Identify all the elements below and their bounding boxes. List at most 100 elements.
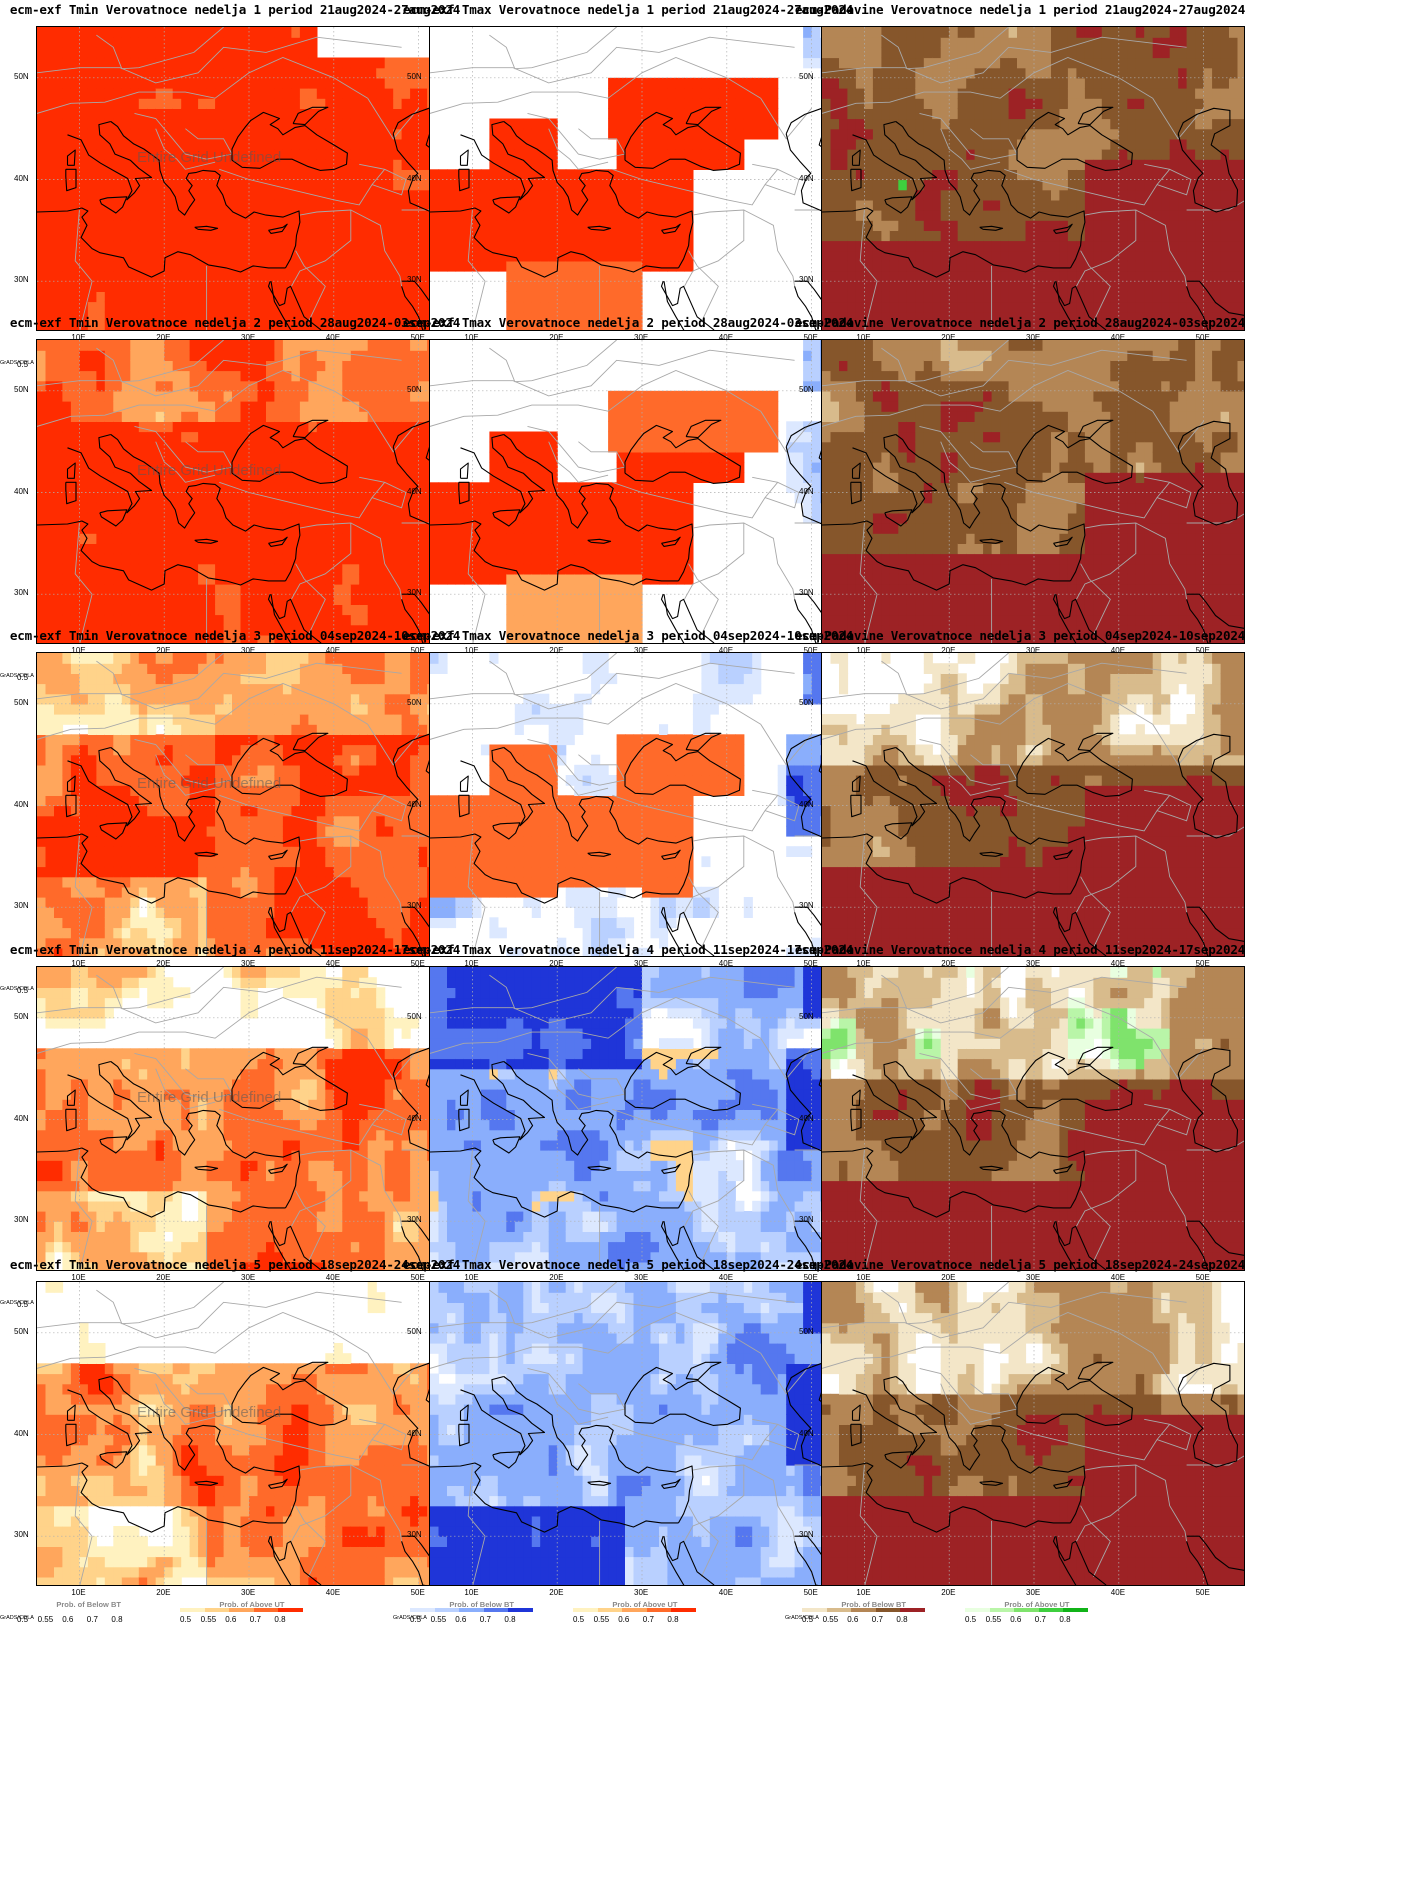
- longitude-label: 10E: [856, 959, 870, 968]
- legend-tick-label: 0.5: [965, 1615, 976, 1624]
- map-area: [429, 339, 853, 644]
- map-area: Entire Grid Undefined: [36, 1281, 460, 1586]
- longitude-label: 10E: [464, 959, 478, 968]
- legend-color-swatch: [17, 666, 42, 670]
- panel-title: ecm-Padavine Verovatnoce nedelja 5 perio…: [785, 1257, 1255, 1272]
- longitude-label: 40E: [326, 1273, 340, 1282]
- grads-credit: GrADS/COLA: [393, 1615, 427, 1621]
- probability-map: [822, 27, 1244, 330]
- latitude-label: 40N: [799, 174, 814, 183]
- legend-tick-label: 0.7: [1035, 1615, 1046, 1624]
- latitude-label: 30N: [799, 275, 814, 284]
- panel-title: ecm-exf Tmax Verovatnoce nedelja 2 perio…: [393, 315, 863, 330]
- map-panel-tmin-week-4: ecm-exf Tmin Verovatnoce nedelja 4 perio…: [0, 940, 470, 1319]
- latitude-label: 30N: [14, 1530, 29, 1539]
- map-area: [429, 26, 853, 331]
- legend-tick-label: 0.5: [17, 1300, 28, 1309]
- panel-title: ecm-Padavine Verovatnoce nedelja 1 perio…: [785, 2, 1255, 17]
- longitude-label: 10E: [71, 1588, 85, 1597]
- latitude-label: 40N: [14, 1114, 29, 1123]
- legend-color-swatch: [17, 979, 42, 983]
- latitude-label: 50N: [407, 698, 422, 707]
- longitude-label: 30E: [241, 333, 255, 342]
- legend-color-swatch: [17, 1293, 42, 1297]
- undefined-grid-notice: Entire Grid Undefined: [137, 149, 281, 166]
- longitude-label: 20E: [941, 646, 955, 655]
- legend-tick-label: 0.6: [847, 1615, 858, 1624]
- panel-title: ecm-Padavine Verovatnoce nedelja 3 perio…: [785, 628, 1255, 643]
- latitude-label: 50N: [407, 1327, 422, 1336]
- longitude-label: 20E: [941, 1588, 955, 1597]
- legend-color-swatch: [622, 1608, 647, 1612]
- legend-title: Prob. of Above UT: [612, 1600, 677, 1609]
- map-area: [429, 966, 853, 1271]
- longitude-label: 30E: [1026, 1588, 1040, 1597]
- longitude-label: 30E: [1026, 959, 1040, 968]
- longitude-label: 40E: [326, 646, 340, 655]
- longitude-label: 40E: [1111, 646, 1125, 655]
- latitude-label: 30N: [407, 588, 422, 597]
- longitude-label: 10E: [464, 333, 478, 342]
- latitude-label: 40N: [407, 174, 422, 183]
- latitude-label: 40N: [799, 1114, 814, 1123]
- legend-tick-label: 0.7: [250, 1615, 261, 1624]
- longitude-label: 10E: [856, 1273, 870, 1282]
- latitude-label: 40N: [799, 800, 814, 809]
- probability-map: [37, 967, 459, 1270]
- legend-title: Prob. of Below BT: [56, 1600, 121, 1609]
- legend-color-swatch: [1063, 1608, 1088, 1612]
- legend-below: Prob. of Below BT 0.5 0.55 0.6 0.7 0.8: [802, 1600, 925, 1630]
- probability-field: [37, 1282, 459, 1585]
- grads-credit: GrADS/COLA: [0, 986, 34, 992]
- longitude-label: 30E: [634, 333, 648, 342]
- longitude-label: 10E: [464, 1273, 478, 1282]
- latitude-label: 40N: [14, 1429, 29, 1438]
- longitude-label: 20E: [156, 959, 170, 968]
- latitude-label: 30N: [14, 588, 29, 597]
- legend-color-swatch: [17, 353, 42, 357]
- longitude-label: 50E: [1196, 1273, 1210, 1282]
- legend-title: Prob. of Below BT: [841, 1600, 906, 1609]
- coastlines: [822, 106, 1244, 330]
- legend-color-swatch: [180, 1608, 205, 1612]
- legend-tick-label: 0.8: [667, 1615, 678, 1624]
- country-borders: [430, 967, 852, 1270]
- panel-title: ecm-exf Tmin Verovatnoce nedelja 4 perio…: [0, 942, 470, 957]
- longitude-label: 40E: [1111, 1588, 1125, 1597]
- longitude-label: 20E: [549, 646, 563, 655]
- grads-credit: GrADS/COLA: [0, 1615, 34, 1621]
- latitude-label: 30N: [799, 1530, 814, 1539]
- probability-map: [430, 340, 852, 643]
- legend-color-swatch: [989, 1608, 1015, 1612]
- grads-credit: GrADS/COLA: [0, 360, 34, 366]
- legend-color-swatch: [671, 1608, 696, 1612]
- longitude-label: 50E: [804, 333, 818, 342]
- legend-tick-label: 0.5: [17, 1615, 28, 1624]
- latitude-label: 40N: [799, 1429, 814, 1438]
- legend-color-swatch: [573, 1608, 598, 1612]
- longitude-label: 20E: [156, 333, 170, 342]
- probability-field: [822, 340, 1244, 643]
- legend-color-swatch: [597, 1608, 623, 1612]
- legend-tick-label: 0.55: [594, 1615, 610, 1624]
- map-area: [821, 966, 1245, 1271]
- probability-map: [822, 340, 1244, 643]
- legend-tick-label: 0.6: [618, 1615, 629, 1624]
- grads-credit: GrADS/COLA: [785, 1615, 819, 1621]
- legend-tick-label: 0.7: [872, 1615, 883, 1624]
- longitude-label: 50E: [411, 1273, 425, 1282]
- latitude-label: 50N: [14, 72, 29, 81]
- longitude-label: 30E: [241, 1273, 255, 1282]
- country-borders: [430, 340, 852, 643]
- longitude-label: 10E: [464, 1588, 478, 1597]
- longitude-label: 30E: [634, 959, 648, 968]
- legend-color-swatch: [965, 1608, 990, 1612]
- coastlines: [37, 1361, 459, 1585]
- coastlines: [430, 106, 852, 330]
- map-panel-tmax-week-2: ecm-exf Tmax Verovatnoce nedelja 2 perio…: [393, 313, 863, 692]
- probability-field: [37, 967, 459, 1270]
- country-borders: [822, 1282, 1244, 1585]
- legend-below: Prob. of Below BT 0.5 0.55 0.6 0.7 0.8: [17, 1600, 140, 1630]
- panel-title: ecm-exf Tmin Verovatnoce nedelja 5 perio…: [0, 1257, 470, 1272]
- latitude-label: 40N: [799, 487, 814, 496]
